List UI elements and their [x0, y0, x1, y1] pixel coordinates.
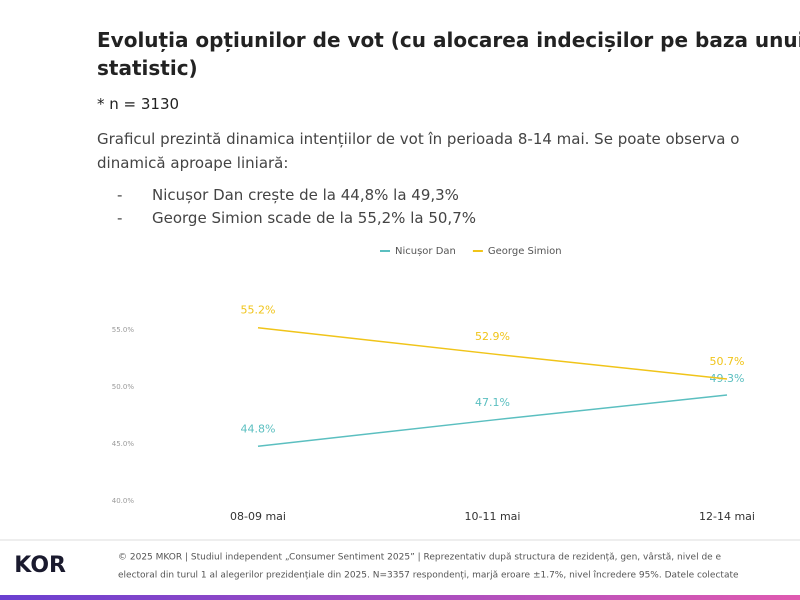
- title: Evoluția opțiunilor de vot (cu alocarea …: [97, 28, 800, 52]
- logo: KOR: [14, 553, 66, 578]
- bottom-stripe: [0, 595, 800, 600]
- description: dinamică aproape liniară:: [97, 154, 289, 172]
- y-tick-label: 55.0%: [112, 326, 135, 334]
- footer: © 2025 MKOR | Studiul independent „Consu…: [118, 553, 722, 563]
- title: statistic): [97, 56, 198, 80]
- data-label: 55.2%: [241, 304, 276, 317]
- bullet-dash: -: [117, 209, 123, 227]
- data-label: 44.8%: [241, 422, 276, 435]
- y-tick-label: 45.0%: [112, 440, 135, 448]
- y-tick-label: 50.0%: [112, 383, 135, 391]
- bullet: George Simion scade de la 55,2% la 50,7%: [152, 209, 476, 227]
- data-label: 52.9%: [475, 330, 510, 343]
- note: * n = 3130: [97, 95, 180, 113]
- x-tick-label: 08-09 mai: [230, 510, 286, 523]
- x-tick-label: 10-11 mai: [465, 510, 521, 523]
- data-label: 47.1%: [475, 396, 510, 409]
- footer: electoral din turul 1 al alegerilor prez…: [118, 571, 739, 581]
- description: Graficul prezintă dinamica intențiilor d…: [97, 130, 740, 148]
- legend-label: George Simion: [488, 246, 562, 257]
- bullet-dash: -: [117, 186, 123, 204]
- series-line: [257, 326, 728, 380]
- y-tick-label: 40.0%: [112, 497, 135, 505]
- x-tick-label: 12-14 mai: [699, 510, 755, 523]
- legend-label: Nicușor Dan: [395, 246, 456, 257]
- bullet: Nicușor Dan crește de la 44,8% la 49,3%: [152, 186, 459, 204]
- data-label: 50.7%: [710, 355, 745, 368]
- series-line: [257, 394, 728, 448]
